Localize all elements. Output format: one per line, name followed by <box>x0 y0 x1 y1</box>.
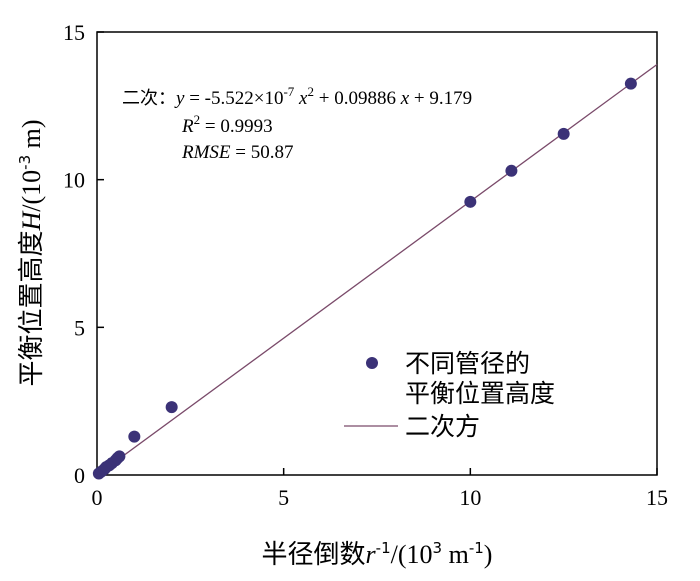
legend-label-points-line1: 不同管径的 <box>405 349 530 378</box>
data-point <box>113 450 126 463</box>
legend-label-line: 二次方 <box>405 412 480 441</box>
data-point <box>557 127 570 140</box>
data-points <box>92 77 637 480</box>
rmse: RMSE = 50.87 <box>181 142 294 163</box>
y-tick-label: 10 <box>63 168 85 193</box>
legend-marker-points <box>366 357 378 369</box>
x-tick-label: 5 <box>278 485 289 510</box>
x-tick-label: 10 <box>459 485 481 510</box>
x-tick-label: 15 <box>646 485 668 510</box>
y-axis-label: 平衡位置高度H/(10-3 m) <box>16 119 47 386</box>
x-axis-ticks: 0 5 10 15 <box>92 468 668 510</box>
y-tick-label: 15 <box>63 20 85 45</box>
fit-line-quadratic <box>96 63 658 476</box>
x-axis-label: 半径倒数r-1/(103 m-1) <box>262 539 493 570</box>
y-tick-label: 5 <box>74 315 85 340</box>
fit-equation: 二次：y = -5.522×10-7 x2 + 0.09886 x + 9.17… <box>122 84 472 109</box>
data-point <box>128 430 141 443</box>
equation-annotation: 二次：y = -5.522×10-7 x2 + 0.09886 x + 9.17… <box>122 84 472 163</box>
y-axis-ticks: 0 5 10 15 <box>63 20 104 488</box>
data-point <box>165 401 178 414</box>
r-squared: R2 = 0.9993 <box>181 112 273 137</box>
legend: 不同管径的 平衡位置高度 二次方 <box>344 349 555 441</box>
data-point <box>464 195 477 208</box>
data-point <box>624 77 637 90</box>
x-tick-label: 0 <box>92 485 103 510</box>
data-point <box>505 164 518 177</box>
y-tick-label: 0 <box>74 463 85 488</box>
legend-label-points-line2: 平衡位置高度 <box>405 379 555 408</box>
plot-frame <box>96 31 658 476</box>
